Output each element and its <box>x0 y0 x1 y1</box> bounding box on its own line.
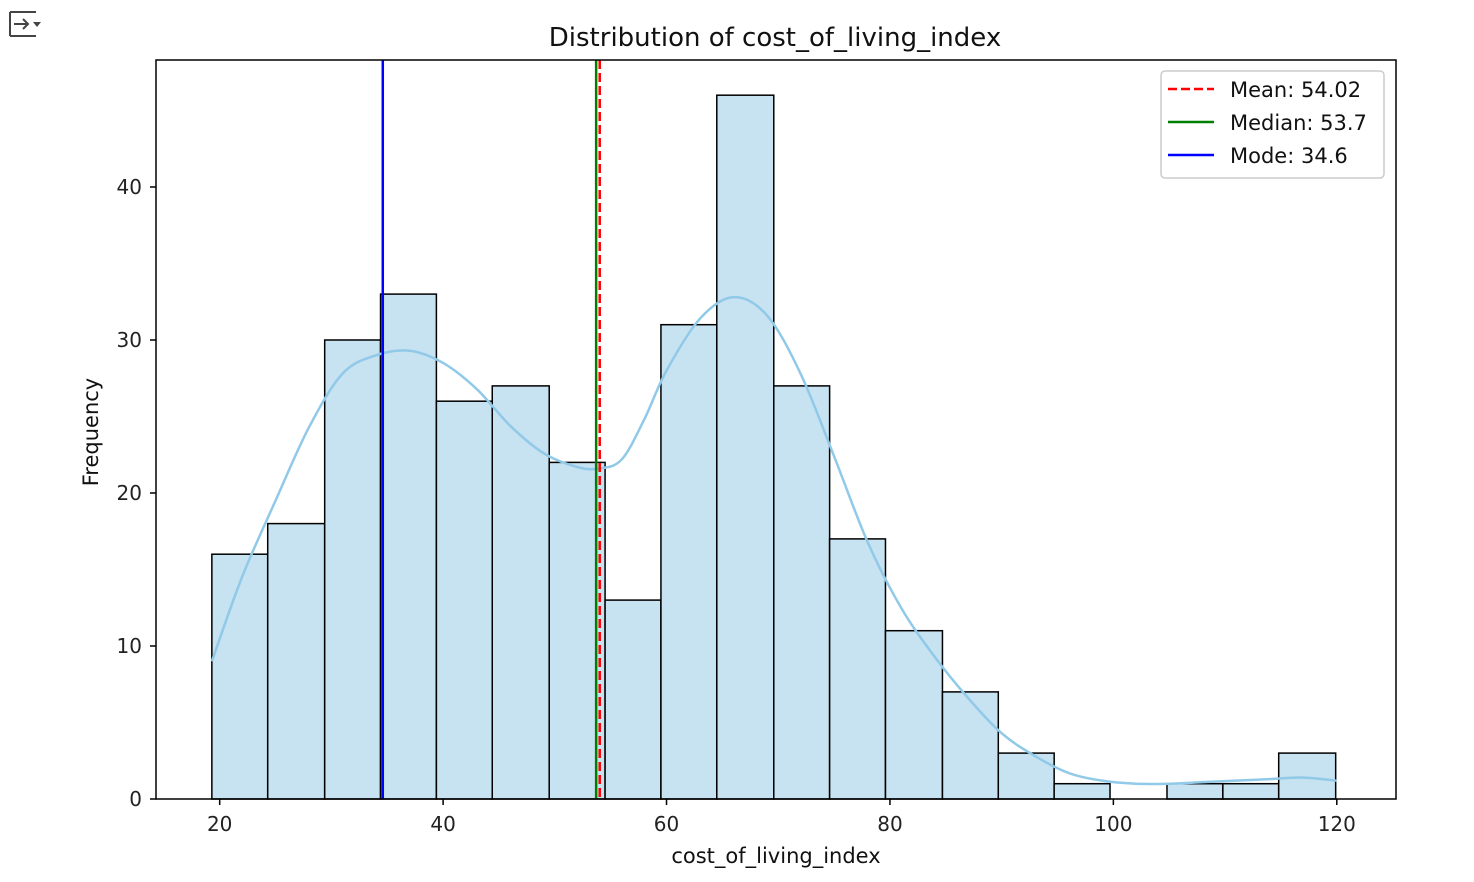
statistic-lines <box>381 60 601 799</box>
plot-frame <box>155 59 1397 800</box>
x-tick-label: 100 <box>1094 812 1132 836</box>
x-tick-label: 80 <box>877 812 902 836</box>
histogram-bar-10 <box>773 385 831 800</box>
histogram-bar-8 <box>660 323 718 800</box>
histogram-bar-4 <box>435 400 494 800</box>
x-tick-label: 60 <box>654 812 679 836</box>
collapse-output-icon[interactable] <box>6 8 44 40</box>
legend-label-mean: Mean: 54.02 <box>1230 78 1361 102</box>
y-axis-ticks: 0 10 20 30 40 <box>117 175 156 811</box>
x-axis-label: cost_of_living_index <box>671 844 880 869</box>
histogram-bar-7 <box>604 599 662 800</box>
y-tick-label: 20 <box>117 481 142 505</box>
x-axis-ticks: 20 40 60 80 100 120 <box>207 799 1356 836</box>
histogram-bars <box>211 94 1337 800</box>
histogram-bar-1 <box>266 522 326 800</box>
histogram-bar-13 <box>941 691 1000 800</box>
y-tick-label: 10 <box>117 634 142 658</box>
histogram-bar-5 <box>491 385 550 800</box>
x-tick-label: 120 <box>1318 812 1356 836</box>
y-tick-label: 0 <box>129 787 142 811</box>
y-tick-label: 30 <box>117 328 142 352</box>
histogram-bar-14 <box>997 752 1055 800</box>
kde-curve <box>210 295 1337 786</box>
histogram-bar-3 <box>379 293 438 800</box>
legend-box <box>1160 70 1385 179</box>
histogram-bar-17 <box>1166 782 1224 800</box>
histogram-bar-9 <box>716 94 775 800</box>
histogram-bar-15 <box>1053 782 1111 800</box>
x-tick-label: 20 <box>207 812 232 836</box>
histogram-bar-2 <box>323 339 382 800</box>
legend-label-mode: Mode: 34.6 <box>1230 144 1348 168</box>
legend-label-median: Median: 53.7 <box>1230 111 1367 135</box>
histogram-bar-19 <box>1277 752 1337 800</box>
chart-title: Distribution of cost_of_living_index <box>549 23 1001 53</box>
legend: Mean: 54.02 Median: 53.7 Mode: 34.6 <box>1160 70 1385 179</box>
histogram-bar-11 <box>828 538 887 800</box>
histogram-bar-0 <box>211 553 269 800</box>
y-tick-label: 40 <box>117 175 142 199</box>
y-axis-label: Frequency <box>79 378 103 487</box>
histogram-bar-18 <box>1222 782 1280 800</box>
x-tick-label: 40 <box>430 812 455 836</box>
